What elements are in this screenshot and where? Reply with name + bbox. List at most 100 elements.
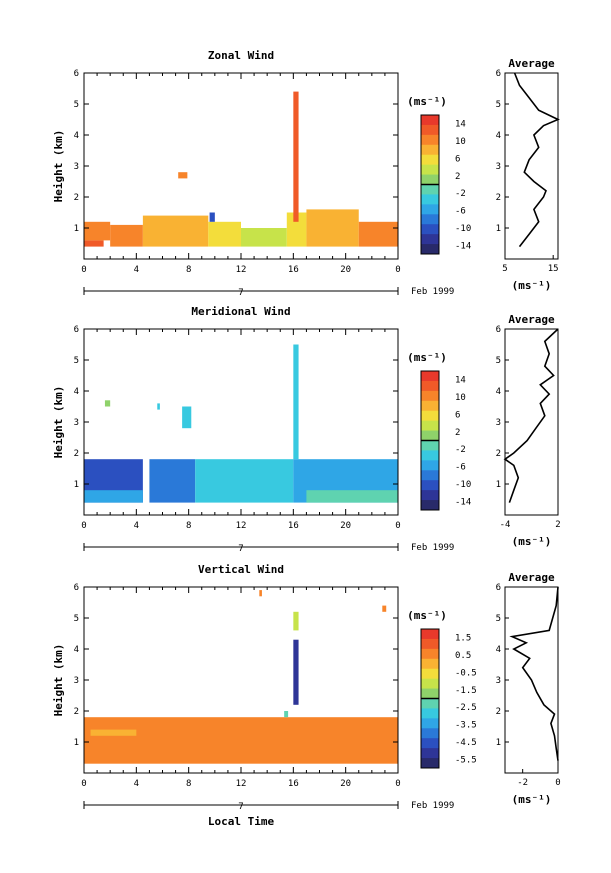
colorbar-swatch	[421, 460, 439, 471]
profile-x-label: (ms⁻¹)	[512, 535, 552, 548]
x-tick-label: 8	[186, 779, 191, 789]
heatmap-cell	[286, 212, 307, 247]
heatmap-cell	[84, 717, 398, 764]
y-tick-label: 3	[74, 162, 79, 172]
month-label: Feb 1999	[411, 287, 454, 297]
profile-y-tick-label: 2	[496, 193, 501, 203]
y-axis-label: Height (km)	[52, 386, 65, 459]
x-tick-label: 16	[288, 265, 299, 275]
heatmap-cell	[208, 221, 241, 247]
colorbar-swatch	[421, 658, 439, 670]
panel-title: Meridional Wind	[191, 305, 290, 318]
x-tick-label: 20	[340, 265, 351, 275]
colorbar-swatch	[421, 698, 439, 709]
day-label: 7	[238, 544, 243, 554]
colorbar-tick-label: -3.5	[455, 721, 477, 731]
colorbar-swatch	[421, 214, 439, 225]
colorbar-tick-label: -10	[455, 224, 471, 234]
y-tick-label: 4	[74, 645, 79, 655]
colorbar-swatch	[421, 648, 439, 660]
colorbar-tick-label: -5.5	[455, 755, 477, 765]
x-tick-label: 20	[340, 779, 351, 789]
colorbar-unit: (ms⁻¹)	[407, 95, 447, 108]
heatmap-cell	[293, 91, 299, 222]
profile-y-tick-label: 2	[496, 707, 501, 717]
colorbar-tick-label: 1.5	[455, 634, 471, 644]
x-tick-label: 12	[236, 779, 247, 789]
colorbar-swatch	[421, 115, 439, 126]
colorbar-swatch	[421, 244, 439, 255]
profile-y-tick-label: 6	[496, 583, 501, 593]
colorbar-tick-label: 0.5	[455, 651, 471, 661]
x-tick-label: 0	[395, 265, 400, 275]
profile-x-tick-label: 15	[548, 264, 559, 274]
x-tick-label: 16	[288, 521, 299, 531]
day-label: 7	[238, 802, 243, 812]
profile-title: Average	[508, 571, 555, 584]
x-tick-label: 4	[134, 265, 139, 275]
heatmap-cell	[149, 459, 196, 503]
heatmap-cell	[142, 215, 209, 247]
y-tick-label: 3	[74, 418, 79, 428]
colorbar-swatch	[421, 629, 439, 640]
y-tick-label: 1	[74, 738, 79, 748]
y-tick-label: 2	[74, 449, 79, 459]
colorbar-tick-label: 2	[455, 428, 460, 438]
colorbar-tick-label: -6	[455, 463, 466, 473]
heatmap-cell	[284, 711, 289, 718]
colorbar-swatch	[421, 718, 439, 729]
month-label: Feb 1999	[411, 801, 454, 811]
x-tick-label: 0	[395, 779, 400, 789]
x-tick-label: 8	[186, 521, 191, 531]
heatmap-cell	[358, 221, 398, 247]
x-tick-label: 0	[81, 521, 86, 531]
colorbar-swatch	[421, 738, 439, 749]
colorbar-tick-label: 10	[455, 393, 466, 403]
colorbar-swatch	[421, 758, 439, 769]
heatmap-cell	[259, 590, 262, 597]
y-tick-label: 6	[74, 583, 79, 593]
colorbar-swatch	[421, 390, 439, 402]
colorbar-tick-label: -2.5	[455, 703, 477, 713]
colorbar-tick-label: 6	[455, 410, 460, 420]
x-axis-label: Local Time	[208, 815, 275, 828]
panel-title: Vertical Wind	[198, 563, 284, 576]
heatmap-cell	[84, 221, 111, 241]
profile-line	[509, 586, 559, 761]
heatmap-cell	[382, 605, 387, 612]
colorbar-unit: (ms⁻¹)	[407, 351, 447, 364]
profile-line	[503, 328, 559, 503]
colorbar-tick-label: -2	[455, 445, 466, 455]
profile-y-tick-label: 6	[496, 325, 501, 335]
colorbar-swatch	[421, 430, 439, 441]
colorbar-tick-label: -6	[455, 207, 466, 217]
colorbar-swatch	[421, 500, 439, 511]
y-tick-label: 5	[74, 356, 79, 366]
heatmap-cell	[90, 729, 137, 736]
profile-title: Average	[508, 57, 555, 70]
profile-y-tick-label: 1	[496, 224, 501, 234]
profile-title: Average	[508, 313, 555, 326]
heatmap-cell	[293, 611, 299, 631]
colorbar-swatch	[421, 440, 439, 451]
profile-x-tick-label: 5	[502, 264, 507, 274]
colorbar-swatch	[421, 194, 439, 205]
colorbar-swatch	[421, 134, 439, 146]
profile-frame	[504, 328, 559, 516]
heatmap-cell	[209, 212, 215, 222]
x-tick-label: 0	[395, 521, 400, 531]
profile-x-tick-label: 2	[555, 520, 560, 530]
y-tick-label: 5	[74, 100, 79, 110]
colorbar-swatch	[421, 380, 439, 392]
profile-x-label: (ms⁻¹)	[512, 793, 552, 806]
colorbar-swatch	[421, 164, 439, 176]
heatmap-cell	[157, 403, 160, 410]
profile-y-tick-label: 1	[496, 480, 501, 490]
heatmap-cell	[306, 490, 398, 503]
colorbar-tick-label: 2	[455, 172, 460, 182]
profile-y-tick-label: 4	[496, 645, 501, 655]
x-tick-label: 16	[288, 779, 299, 789]
profile-x-tick-label: -4	[500, 520, 511, 530]
day-label: 7	[238, 288, 243, 298]
